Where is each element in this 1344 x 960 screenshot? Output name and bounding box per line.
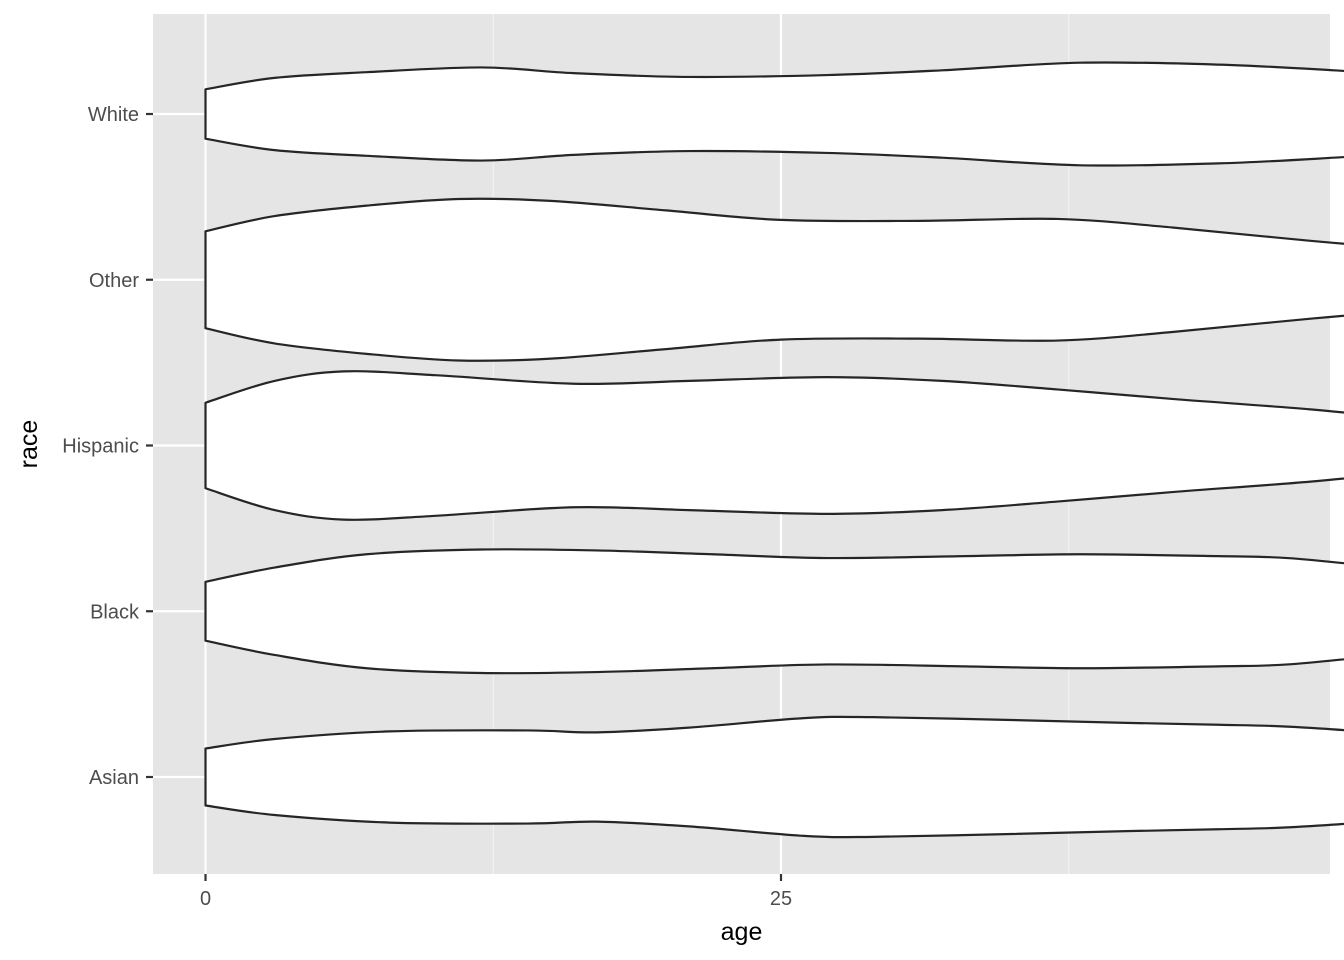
x-tick-label: 25 bbox=[770, 888, 792, 910]
y-axis-title: race bbox=[15, 420, 43, 469]
x-axis-title: age bbox=[721, 918, 763, 946]
y-tick-label: Other bbox=[89, 270, 139, 292]
y-tick-label: White bbox=[88, 104, 139, 126]
violin-black bbox=[204, 548, 1344, 675]
y-tick-label: Hispanic bbox=[62, 436, 139, 458]
y-tick-label: Black bbox=[90, 601, 140, 623]
violin-layer bbox=[204, 61, 1344, 839]
x-axis: 0255075 bbox=[200, 874, 792, 910]
violin-other bbox=[204, 197, 1344, 362]
violin-hispanic bbox=[204, 370, 1344, 521]
violin-asian bbox=[204, 715, 1344, 839]
y-axis: Asian Black Hispanic Other White bbox=[62, 104, 153, 789]
y-tick-label: Asian bbox=[89, 767, 139, 789]
violin-white bbox=[204, 61, 1344, 167]
x-tick-label: 0 bbox=[200, 888, 211, 910]
